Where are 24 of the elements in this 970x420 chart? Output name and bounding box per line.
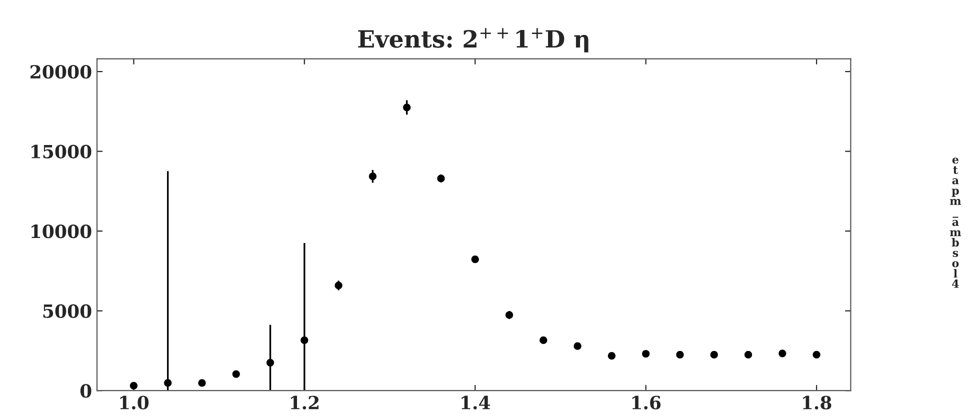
x-tick-label: 1.2 — [290, 396, 318, 410]
point — [710, 350, 718, 359]
y-tick-label: 10000 — [32, 224, 92, 238]
point — [232, 370, 240, 378]
x-tick-label: 1.6 — [632, 396, 661, 410]
point — [778, 350, 786, 358]
point — [608, 352, 616, 360]
point — [198, 379, 206, 387]
text: etapm_ambsol4 — [950, 158, 962, 288]
y-tick-label: 5000 — [43, 304, 92, 318]
x-tick-label: 1.8 — [803, 396, 832, 410]
point — [540, 336, 548, 344]
y-tick-label: 0 — [80, 384, 92, 398]
point — [574, 342, 582, 350]
x-tick-label: 1.4 — [462, 396, 490, 410]
point — [744, 350, 752, 359]
chart-title: Events: 2$^{++}$1$^{+}$D η — [358, 28, 588, 52]
y-tick-label: 15000 — [32, 144, 92, 158]
point — [676, 350, 684, 359]
point — [130, 382, 138, 390]
x-tick-label: 1.0 — [120, 396, 149, 410]
point — [642, 350, 650, 358]
y-tick-label: 20000 — [30, 65, 92, 79]
point — [812, 350, 820, 359]
